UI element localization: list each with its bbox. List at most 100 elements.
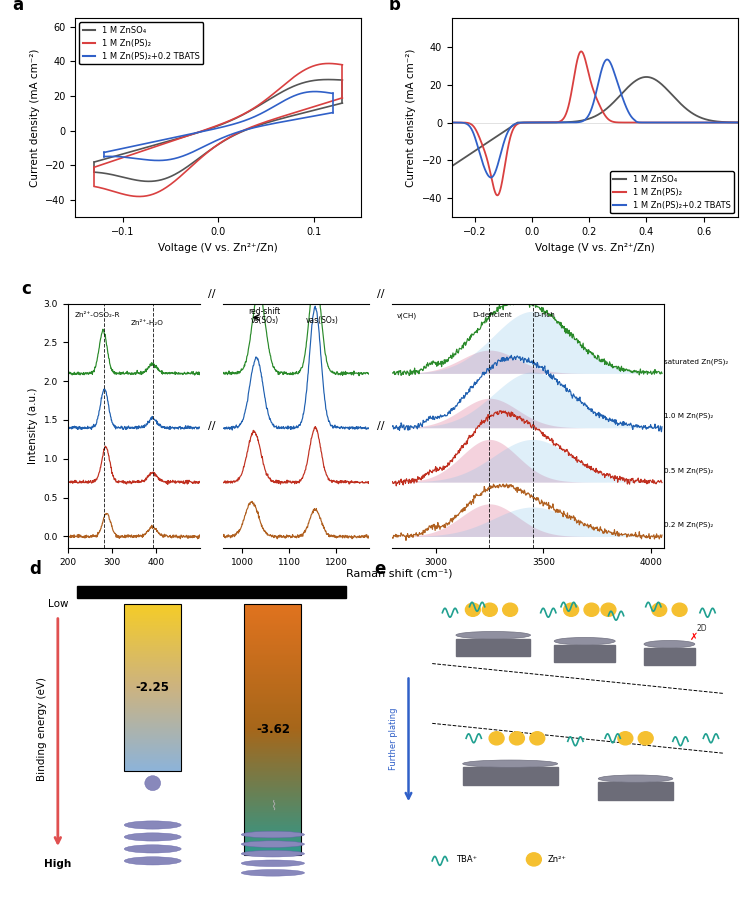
Text: νas(SO₃): νas(SO₃) [306,316,339,325]
Bar [245,704,301,706]
Bar [245,719,301,720]
Bar [245,689,301,690]
Bar [245,606,301,608]
Bar [245,732,301,733]
Text: 0.2 M Zn(PS)₂: 0.2 M Zn(PS)₂ [664,522,713,528]
Bar [245,663,301,664]
Bar [245,622,301,624]
Bar [245,745,301,746]
Bar [245,696,301,697]
Bar [245,766,301,767]
Bar [245,751,301,752]
Bar [245,609,301,610]
Bar [245,807,301,808]
Bar [245,680,301,681]
Bar [245,775,301,776]
Text: Zn²⁺-OSO₂-R: Zn²⁺-OSO₂-R [75,313,120,319]
Bar [245,830,301,831]
Bar [245,742,301,743]
Bar [245,626,301,628]
Bar [245,723,301,724]
Ellipse shape [598,775,672,782]
Bar [245,747,301,748]
Bar [245,818,301,820]
Bar [245,774,301,775]
Bar [245,652,301,654]
Bar [245,618,301,619]
Polygon shape [456,639,530,656]
Circle shape [530,732,544,745]
Bar [245,615,301,616]
Bar [245,776,301,777]
Bar [245,625,301,626]
Bar [245,826,301,827]
Ellipse shape [124,833,181,841]
Bar [245,821,301,823]
Bar [245,784,301,785]
Text: Raman shift (cm⁻¹): Raman shift (cm⁻¹) [346,568,453,578]
Circle shape [618,732,633,745]
Bar [245,629,301,631]
Bar [245,673,301,674]
Circle shape [465,603,480,616]
Bar [245,765,301,766]
Bar [245,631,301,632]
Bar [245,843,301,845]
Bar [245,636,301,638]
Bar [245,847,301,849]
Text: Further plating: Further plating [389,707,398,769]
Circle shape [510,732,524,745]
Ellipse shape [241,870,304,876]
Bar [245,634,301,635]
Text: red-shift: red-shift [248,306,280,315]
Bar [245,795,301,797]
Bar [245,687,301,688]
Polygon shape [554,645,615,662]
Bar [245,671,301,673]
Bar [245,712,301,713]
Bar [245,817,301,818]
Polygon shape [644,648,695,665]
Bar [245,699,301,700]
Legend: 1 M ZnSO₄, 1 M Zn(PS)₂, 1 M Zn(PS)₂+0.2 TBATS: 1 M ZnSO₄, 1 M Zn(PS)₂, 1 M Zn(PS)₂+0.2 … [610,171,733,213]
Bar [245,683,301,684]
Text: d: d [29,560,41,578]
Bar [245,777,301,778]
Bar [245,791,301,792]
Bar [245,667,301,668]
Bar [245,608,301,609]
Bar [245,707,301,708]
Text: High: High [44,859,72,869]
Text: -3.62: -3.62 [256,723,290,736]
Bar [245,720,301,722]
Bar [245,805,301,806]
Y-axis label: Current density (mA cm⁻²): Current density (mA cm⁻²) [29,49,39,187]
Bar [245,674,301,675]
Bar [245,833,301,834]
Bar [245,836,301,837]
Text: Binding energy (eV): Binding energy (eV) [37,678,47,781]
X-axis label: Voltage (V vs. Zn²⁺/Zn): Voltage (V vs. Zn²⁺/Zn) [535,243,655,253]
Bar [245,800,301,801]
Bar [245,651,301,652]
Bar [245,691,301,693]
Text: Zn²⁺: Zn²⁺ [547,855,566,864]
Bar [245,610,301,612]
Bar [245,613,301,615]
Bar [245,768,301,769]
Bar [245,749,301,751]
Bar [245,812,301,814]
Bar [245,698,301,699]
Bar [245,811,301,812]
Text: D-rich: D-rich [534,313,556,319]
Bar [245,823,301,824]
Bar [245,620,301,622]
Ellipse shape [644,641,695,648]
Bar [245,763,301,765]
Bar [245,737,301,738]
Bar [245,798,301,800]
Bar [245,612,301,613]
Bar [245,657,301,658]
Bar [245,660,301,661]
Bar [245,688,301,689]
